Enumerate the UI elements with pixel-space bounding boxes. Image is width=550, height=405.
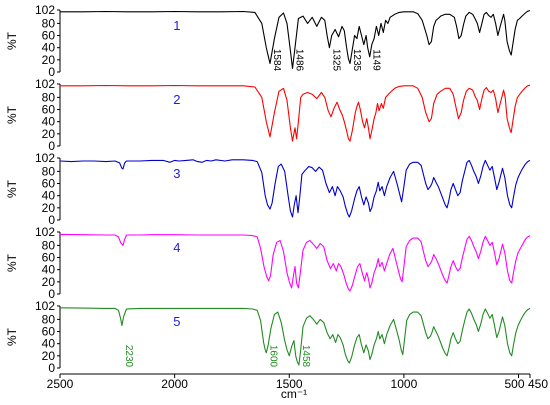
peak-label-1325: 1325	[330, 49, 341, 72]
x-tick-label: 2500	[47, 377, 74, 391]
x-axis: 2500 2000 1500 1000 500 450	[47, 373, 548, 391]
y-axis-label: %T	[5, 253, 19, 272]
x-tick-label: 1500	[276, 377, 303, 391]
series-label-4: 4	[173, 240, 180, 255]
y-tick-label: 0	[48, 139, 55, 153]
y-tick-label: 40	[42, 337, 56, 351]
y-tick-label: 102	[35, 225, 55, 239]
y-tick-label: 80	[42, 238, 56, 252]
peak-label-1600: 1600	[267, 345, 278, 368]
y-tick-label: 80	[42, 16, 56, 30]
y-tick-label: 0	[48, 65, 55, 79]
peak-label-1235: 1235	[351, 49, 362, 72]
peak-label-1584: 1584	[271, 49, 282, 72]
y-tick-label: 60	[42, 325, 56, 339]
y-tick-label: 0	[48, 361, 55, 375]
x-tick-label: 450	[528, 377, 548, 391]
y-tick-label: 40	[42, 41, 56, 55]
spectrum-line-4	[59, 233, 531, 292]
y-tick-label: 20	[42, 349, 56, 363]
spectrum-line-1	[60, 10, 531, 69]
y-axis-label: %T	[5, 327, 19, 346]
peak-label-1458: 1458	[300, 345, 311, 368]
y-tick-label: 40	[42, 189, 56, 203]
y-tick-label: 0	[48, 287, 55, 301]
y-tick-label: 20	[42, 275, 56, 289]
y-tick-label: 102	[35, 3, 55, 17]
y-tick-label: 60	[42, 177, 56, 191]
y-tick-label: 20	[42, 201, 56, 215]
y-tick-label: 60	[42, 103, 56, 117]
x-tick-label: 500	[505, 377, 525, 391]
y-tick-label: 80	[42, 164, 56, 178]
y-tick-label: 80	[42, 312, 56, 326]
spectrum-line-2	[60, 84, 531, 142]
x-tick-label: 2000	[161, 377, 188, 391]
y-tick-label: 102	[35, 151, 55, 165]
y-tick-label: 40	[42, 115, 56, 129]
series-label-5: 5	[173, 314, 180, 329]
y-axis-label: %T	[5, 179, 19, 198]
y-tick-label: 60	[42, 251, 56, 265]
y-tick-label: 20	[42, 127, 56, 141]
y-tick-label: 60	[42, 29, 56, 43]
spectrum-line-3	[59, 159, 531, 218]
series-label-3: 3	[173, 166, 180, 181]
peak-label-2230: 2230	[123, 345, 134, 368]
y-tick-label: 20	[42, 53, 56, 67]
y-axis-label: %T	[5, 105, 19, 124]
spectrum-line-5	[59, 307, 531, 366]
y-tick-label: 80	[42, 90, 56, 104]
peak-label-1149: 1149	[371, 49, 382, 71]
spectra-panels: 020406080102%T1020406080102%T20204060801…	[5, 3, 531, 375]
y-tick-label: 102	[35, 299, 55, 313]
series-label-2: 2	[173, 92, 180, 107]
y-tick-label: 102	[35, 77, 55, 91]
y-axis-label: %T	[5, 31, 19, 50]
x-axis-label: cm⁻¹	[281, 387, 307, 401]
series-label-1: 1	[173, 18, 180, 33]
y-tick-label: 40	[42, 263, 56, 277]
peak-label-1486: 1486	[293, 49, 304, 72]
x-tick-label: 1000	[391, 377, 418, 391]
y-tick-label: 0	[48, 213, 55, 227]
